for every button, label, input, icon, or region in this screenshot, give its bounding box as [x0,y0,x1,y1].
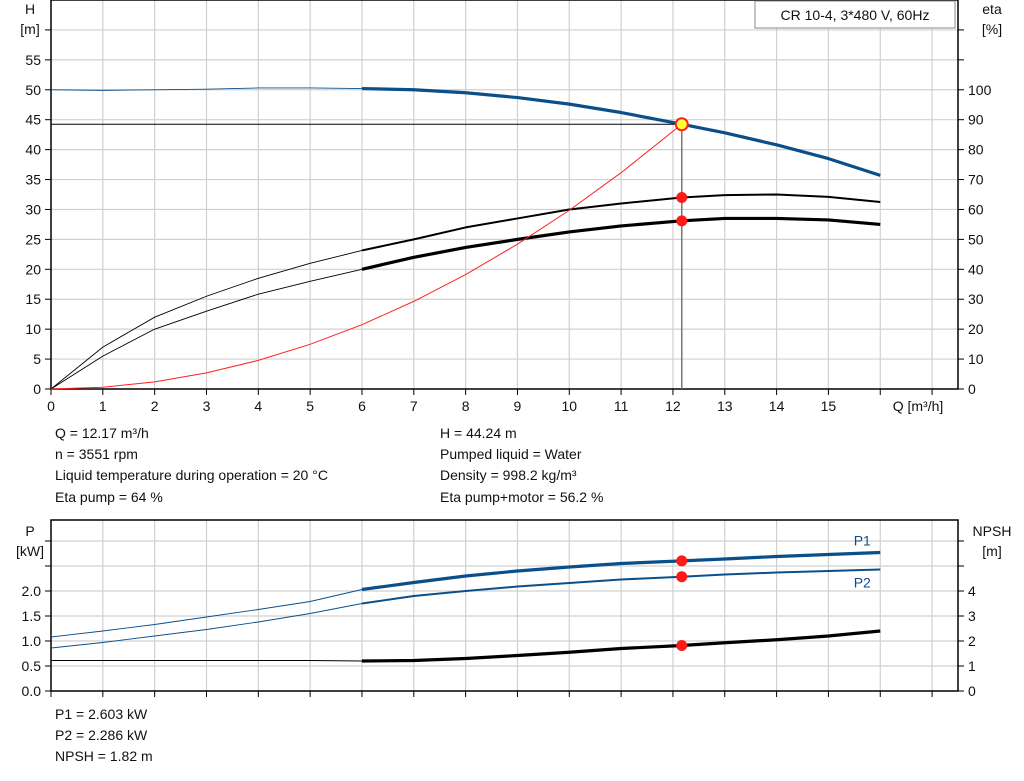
y-tick-label-left: 50 [25,82,41,98]
curve-p2-extended [50,603,363,649]
x-tick-label: 8 [462,398,470,414]
y-tick-label-right: 30 [968,291,984,307]
y-axis-unit-right: [%] [982,21,1002,37]
y-tick-label-left: 35 [25,172,41,188]
y-tick-label-left: 0.0 [22,683,42,699]
x-tick-label: 7 [410,398,418,414]
y-tick-label-left: 20 [25,261,41,277]
y-axis-title-left: H [25,1,35,17]
y-tick-label-left: 55 [25,52,41,68]
info-density: Density = 998.2 kg/m³ [440,467,577,483]
y-tick-label-left: 1.0 [22,633,42,649]
x-tick-label: 3 [203,398,211,414]
curve-p2 [361,568,881,605]
y-tick-label-right: 0 [968,381,976,397]
info-liquid: Pumped liquid = Water [440,446,582,462]
marker-eta-pump-motor [676,215,688,227]
curve-system [50,123,683,390]
x-tick-label: 5 [306,398,314,414]
x-tick-label: 14 [769,398,785,414]
y-axis-title-right: eta [982,1,1002,17]
info-p1: P1 = 2.603 kW [55,706,148,722]
curve-eta-pump-motor-extended [50,268,363,390]
curve-eta-pump [361,193,881,252]
info-head: H = 44.24 m [440,425,517,441]
x-axis-title: Q [m³/h] [893,398,944,414]
x-tick-label: 0 [47,398,55,414]
y-tick-label-left: 2.0 [22,583,42,599]
y-tick-label-left: 0.5 [22,658,42,674]
y-tick-label-right: 2 [968,633,976,649]
series-label-p1: P1 [854,533,871,549]
plot-frame [50,519,959,692]
info-npsh: NPSH = 1.82 m [55,748,153,764]
y-tick-label-left: 5 [33,351,41,367]
marker-operating-point [674,117,689,132]
y-tick-label-right: 20 [968,321,984,337]
x-tick-label: 15 [821,398,837,414]
curve-h-extended [50,87,362,91]
y-axis-unit-right: [m] [982,543,1001,559]
marker-eta-pump [676,191,688,203]
y-tick-label-right: 40 [968,261,984,277]
x-tick-label: 9 [514,398,522,414]
x-tick-label: 6 [358,398,366,414]
x-tick-label: 1 [99,398,107,414]
x-tick-label: 4 [254,398,262,414]
legend-box [754,0,956,29]
y-tick-label-right: 1 [968,658,976,674]
info-q: Q = 12.17 m³/h [55,425,149,441]
y-tick-label-right: 70 [968,172,984,188]
y-tick-label-right: 80 [968,142,984,158]
y-tick-label-right: 100 [968,82,992,98]
y-tick-label-left: 25 [25,231,41,247]
y-tick-label-left: 0 [33,381,41,397]
info-p2: P2 = 2.286 kW [55,727,148,743]
y-tick-label-right: 4 [968,583,976,599]
y-tick-label-left: 10 [25,321,41,337]
y-tick-label-right: 0 [968,683,976,699]
x-tick-label: 13 [717,398,733,414]
y-tick-label-left: 45 [25,112,41,128]
curve-h [361,86,881,177]
curve-npsh [361,629,881,663]
legend-title: CR 10-4, 3*480 V, 60Hz [781,7,930,23]
marker-npsh [676,640,688,651]
y-tick-label-left: 15 [25,291,41,307]
y-tick-label-right: 10 [968,351,984,367]
y-tick-label-left: 40 [25,142,41,158]
y-tick-label-right: 50 [968,231,984,247]
curve-p1 [361,550,881,592]
y-tick-label-left: 30 [25,201,41,217]
x-tick-label: 2 [151,398,159,414]
x-tick-label: 12 [665,398,681,414]
info-speed: n = 3551 rpm [55,446,138,462]
y-tick-label-right: 90 [968,112,984,128]
series-label-p2: P2 [854,575,871,591]
y-tick-label-right: 60 [968,201,984,217]
y-tick-label-right: 3 [968,608,976,624]
info-eta-pump: Eta pump = 64 % [55,489,163,505]
y-axis-unit-left: [kW] [16,543,44,559]
curve-p1-extended [50,589,363,638]
curve-eta-pump-extended [50,250,363,390]
curve-npsh-extended [51,660,362,662]
marker-p2 [676,571,688,583]
x-tick-label: 10 [561,398,577,414]
plot-frame [50,0,959,390]
y-tick-label-left: 1.5 [22,608,42,624]
y-axis-unit-left: [m] [20,21,39,37]
marker-p1 [676,555,688,567]
curve-eta-pump-motor [361,216,881,271]
y-axis-title-left: P [25,523,34,539]
y-axis-title-right: NPSH [973,523,1012,539]
x-tick-label: 11 [614,398,629,414]
info-eta-total: Eta pump+motor = 56.2 % [440,489,604,505]
info-temperature: Liquid temperature during operation = 20… [55,467,328,483]
